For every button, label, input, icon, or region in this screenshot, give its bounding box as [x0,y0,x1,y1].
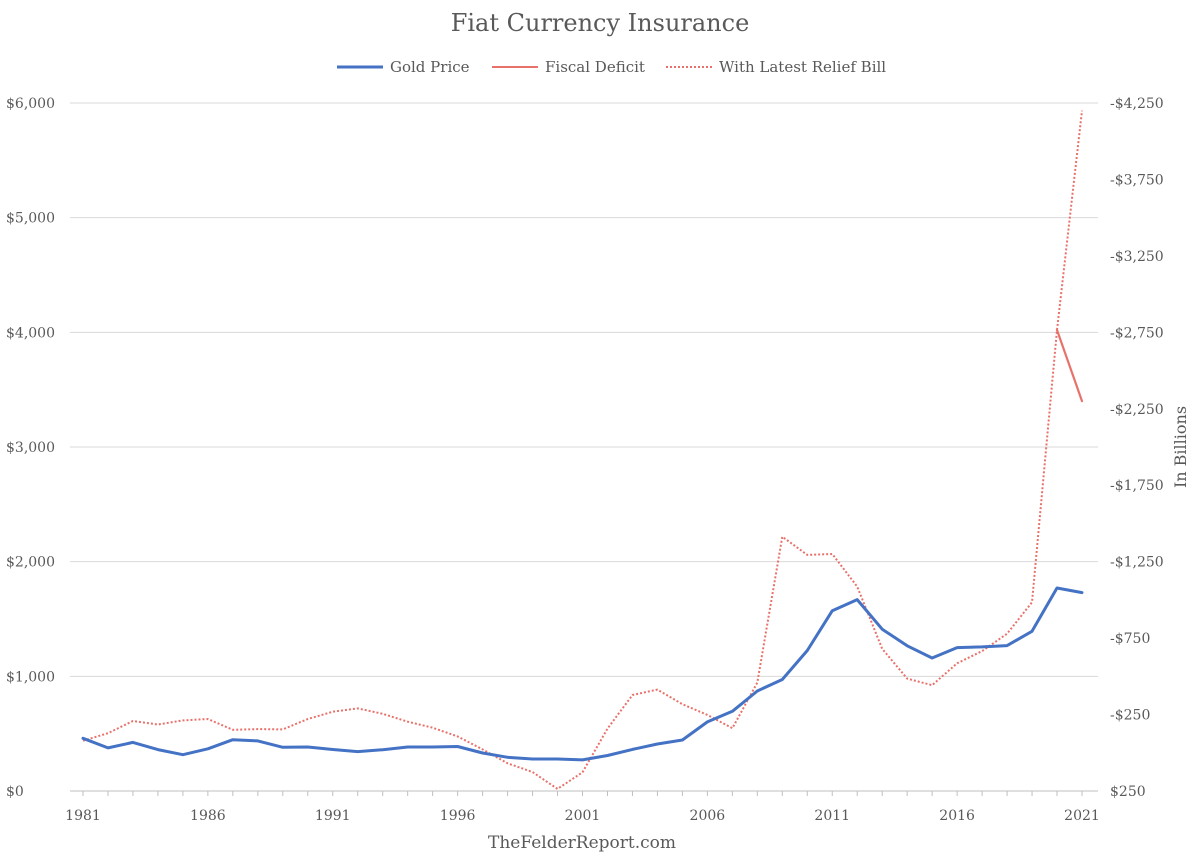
left-tick-label: $3,000 [6,440,55,456]
legend-label-deficit: Fiscal Deficit [545,58,645,76]
legend: Gold Price Fiscal Deficit With Latest Re… [337,58,886,76]
series-with-latest-relief-bill [82,110,1083,790]
series-gold-price [81,586,1084,762]
legend-label-relief: With Latest Relief Bill [719,58,886,76]
x-tick-label: 2021 [1064,808,1100,824]
right-tick-label: -$3,250 [1110,249,1164,265]
right-tick-label: -$750 [1110,631,1150,647]
x-tick-label: 2006 [690,808,726,824]
right-tick-label: -$1,750 [1110,478,1164,494]
x-tick-label: 1991 [315,808,351,824]
left-tick-label: $0 [6,784,24,800]
series-fiscal-deficit [1055,328,1084,403]
left-axis-ticks: $0 $1,000 $2,000 $3,000 $4,000 $5,000 $6,000 [6,96,55,800]
right-axis-ticks: $250 -$250 -$750 -$1,250 -$1,750 -$2,250 -$2,7… [1110,96,1164,800]
left-tick-label: $5,000 [6,211,55,227]
left-tick-label: $4,000 [6,325,55,341]
right-tick-label: $250 [1110,784,1146,800]
right-tick-label: -$250 [1110,708,1150,724]
x-tick-label: 1986 [190,808,226,824]
right-tick-label: -$4,250 [1110,96,1164,112]
left-tick-label: $2,000 [6,555,55,571]
series-layer [81,110,1084,790]
left-tick-label: $1,000 [6,669,55,685]
right-tick-label: -$1,250 [1110,555,1164,571]
right-tick-label: -$2,250 [1110,402,1164,418]
x-tick-label: 1996 [440,808,476,824]
x-tick-label: 2011 [814,808,850,824]
x-tick-label: 2001 [565,808,601,824]
left-tick-label: $6,000 [6,96,55,112]
x-tick-label: 1981 [65,808,101,824]
right-axis-title: In Billions [1171,406,1190,488]
right-tick-label: -$2,750 [1110,325,1164,341]
right-tick-label: -$3,750 [1110,172,1164,188]
legend-label-gold: Gold Price [390,58,470,76]
x-axis-ticks: 1981 1986 1991 1996 2001 2006 2011 2016 2021 [65,791,1100,824]
source-label: TheFelderReport.com [488,833,676,853]
chart-title: Fiat Currency Insurance [451,9,750,37]
gridlines [70,102,1098,677]
x-tick-label: 2016 [939,808,975,824]
